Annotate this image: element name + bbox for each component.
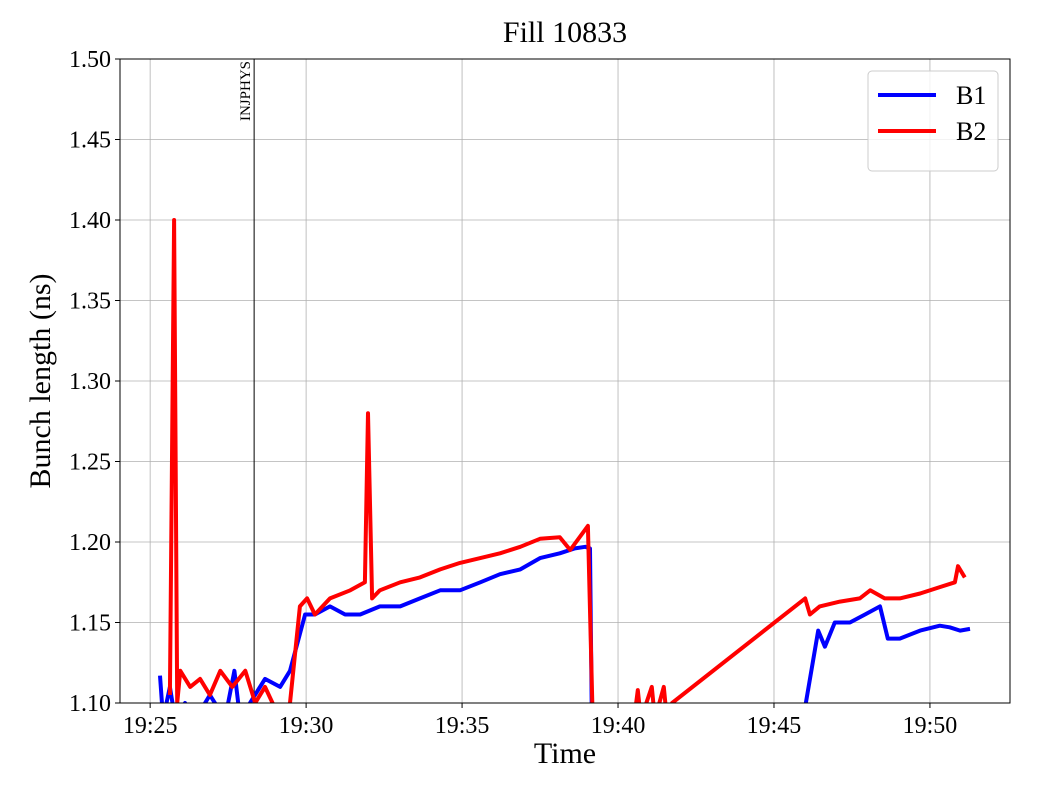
- annotation-label: INJPHYS: [238, 61, 254, 121]
- y-axis-label: Bunch length (ns): [24, 274, 57, 489]
- legend-label: B2: [956, 117, 986, 146]
- y-tick-label: 1.35: [69, 289, 111, 315]
- x-tick-label: 19:50: [903, 713, 958, 739]
- y-tick-label: 1.50: [69, 47, 111, 73]
- y-tick-label: 1.40: [69, 208, 111, 234]
- legend-label: B1: [956, 81, 986, 110]
- plot-frame: [119, 58, 1011, 704]
- x-axis-label: Time: [534, 737, 596, 770]
- x-tick-label: 19:30: [279, 713, 334, 739]
- series-line: [158, 544, 971, 703]
- x-tick-label: 19:40: [591, 713, 646, 739]
- x-tick-label: 19:25: [123, 713, 178, 739]
- plot-area: [158, 218, 971, 703]
- x-tick-label: 19:35: [435, 713, 490, 739]
- y-tick-label: 1.20: [69, 530, 111, 556]
- y-tick-label: 1.15: [69, 611, 111, 637]
- y-tick-label: 1.25: [69, 450, 111, 476]
- series-line: [167, 218, 967, 703]
- chart-title: Fill 10833: [503, 16, 627, 49]
- y-tick-label: 1.30: [69, 369, 111, 395]
- y-tick-label: 1.10: [69, 691, 111, 717]
- y-tick-label: 1.45: [69, 128, 111, 154]
- x-tick-label: 19:45: [747, 713, 802, 739]
